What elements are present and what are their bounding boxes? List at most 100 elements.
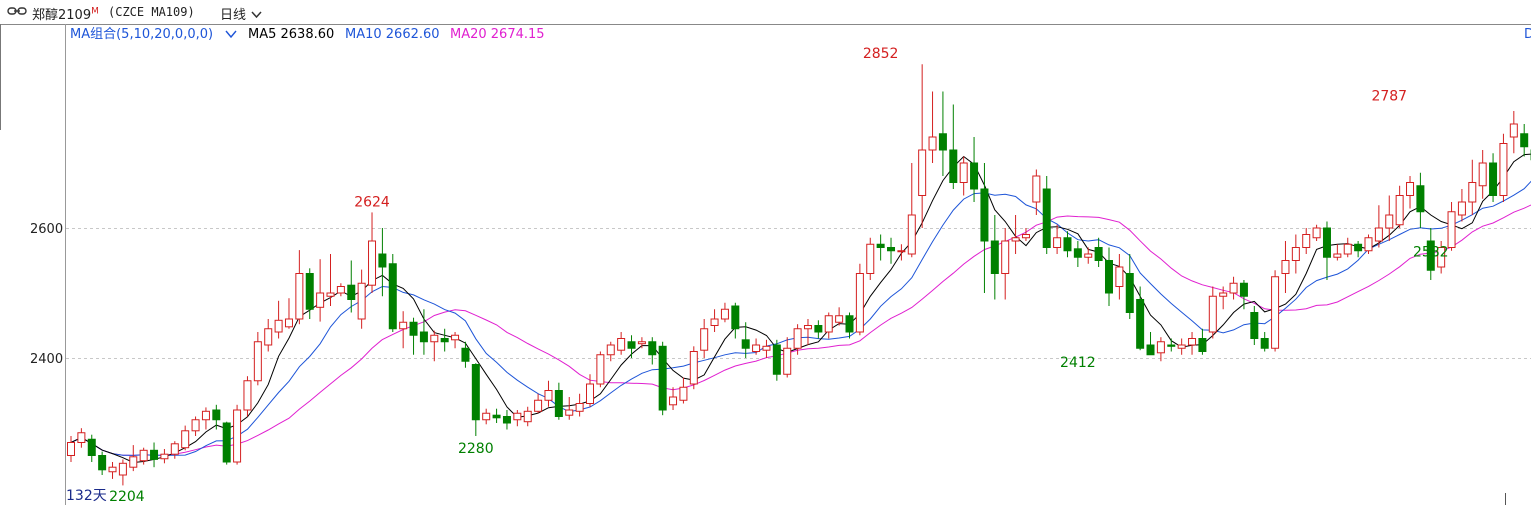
candle-body: [1520, 133, 1529, 148]
price-annotation: 2280: [458, 441, 494, 457]
candle-body: [170, 443, 179, 455]
symbol-name[interactable]: 郑醇2109M: [32, 4, 99, 23]
ma5-label: MA5 2638.60: [248, 27, 334, 42]
y-tick-label: 2400: [30, 352, 63, 367]
candle-body: [1489, 162, 1498, 196]
candle-body: [876, 243, 885, 248]
candle-body: [316, 292, 325, 308]
candle-body: [1053, 237, 1062, 248]
candle-body: [627, 341, 636, 349]
candle-body: [938, 133, 947, 151]
candle-body: [1499, 143, 1508, 196]
candle-body: [513, 412, 522, 421]
candle-body: [1354, 243, 1363, 252]
candle-body: [264, 328, 273, 346]
candle-body: [357, 282, 366, 320]
candle-body: [471, 364, 480, 421]
candle-body: [1302, 234, 1311, 248]
ma10-line: [70, 180, 1531, 456]
candle-body: [648, 341, 657, 356]
candle-body: [586, 383, 594, 404]
candle-body: [928, 136, 937, 151]
candle-body: [1457, 201, 1466, 216]
candle-body: [326, 292, 335, 297]
candle-body: [378, 253, 387, 268]
candle-body: [191, 419, 200, 432]
candle-body: [1250, 312, 1259, 339]
candle-body: [596, 354, 605, 385]
candle-body: [419, 331, 428, 343]
candle-body: [368, 240, 377, 286]
candle-body: [430, 334, 439, 343]
candle-body: [887, 247, 896, 252]
candle-body: [77, 432, 86, 443]
candle-body: [1125, 273, 1134, 313]
candle-body: [637, 341, 646, 345]
candle-body: [1105, 260, 1113, 294]
candle-body: [399, 321, 408, 330]
price-annotation: 2582: [1413, 245, 1449, 261]
candle-body: [305, 273, 314, 310]
candle-body: [1084, 253, 1093, 258]
candle-body: [554, 390, 563, 417]
price-annotation: 2624: [354, 194, 390, 210]
candle-body: [108, 466, 117, 473]
candle-body: [1115, 266, 1124, 287]
candle-body: [1188, 338, 1197, 346]
candle-body: [803, 325, 812, 330]
candle-body: [1374, 227, 1383, 242]
candle-body: [201, 410, 210, 421]
candle-body: [87, 438, 96, 456]
candle-body: [1229, 282, 1238, 294]
candle-body: [222, 422, 231, 463]
candle-body: [783, 347, 792, 375]
candle-body: [700, 328, 709, 351]
candle-body: [388, 263, 397, 330]
candle-body: [482, 412, 491, 421]
price-annotation: 2852: [863, 46, 899, 62]
candle-body: [129, 456, 138, 468]
y-tick-label: 2600: [30, 222, 63, 237]
candle-body: [980, 188, 989, 242]
ma20-label: MA20 2674.15: [450, 27, 545, 42]
candle-body: [347, 284, 356, 301]
candle-body: [1437, 247, 1446, 268]
day-count-label: 132天: [66, 488, 107, 504]
y-tick-labels: 2400 2600: [30, 222, 63, 367]
candle-body: [1198, 338, 1207, 352]
candle-body: [233, 409, 242, 463]
ma-combo-selector[interactable]: MA组合(5,10,20,0,0,0): [70, 27, 213, 42]
candle-body: [845, 315, 854, 333]
candle-body: [67, 442, 75, 456]
period-selector[interactable]: 日线: [220, 4, 262, 23]
candle-body: [1395, 195, 1404, 226]
ma5-line: [70, 153, 1531, 464]
candle-body: [866, 243, 875, 274]
candle-body: [669, 396, 678, 406]
candle-body: [617, 338, 626, 351]
candle-body: [897, 250, 906, 253]
price-annotation: 2204: [109, 489, 145, 505]
candle-body: [1208, 295, 1217, 333]
candle-body: [1322, 227, 1331, 258]
link-chain-icon[interactable]: [6, 3, 28, 23]
symbol-flag: M: [91, 6, 99, 17]
candle-body: [575, 403, 584, 412]
candle-body: [959, 162, 968, 183]
candle-body: [1011, 237, 1020, 242]
candle-body: [274, 319, 283, 333]
candle-body: [1447, 211, 1456, 248]
candle-body: [451, 334, 460, 341]
candle-body: [658, 345, 667, 411]
candle-body: [814, 325, 823, 333]
candle-body: [1406, 182, 1415, 196]
chevron-down-icon[interactable]: [225, 30, 237, 39]
candle-body: [1312, 227, 1321, 239]
candle-body: [970, 162, 979, 190]
candle-body: [523, 410, 532, 423]
candle-body: [1032, 175, 1041, 203]
candle-body: [762, 345, 771, 351]
right-tag: D: [1524, 27, 1531, 42]
candle-body: [835, 315, 844, 323]
